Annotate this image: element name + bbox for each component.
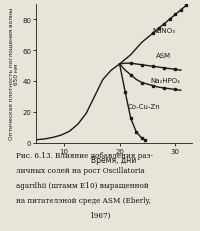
Text: 1967): 1967)	[89, 210, 111, 218]
Text: NaNO₃: NaNO₃	[152, 28, 175, 34]
Text: Co-Cu-Zn: Co-Cu-Zn	[128, 103, 161, 109]
Text: Na₂HPO₄: Na₂HPO₄	[150, 77, 180, 83]
Text: Рис. 6.13. Влияние добавления раз-: Рис. 6.13. Влияние добавления раз-	[16, 151, 153, 159]
Text: личных солей на рост Oscillatoria: личных солей на рост Oscillatoria	[16, 166, 145, 174]
X-axis label: Время, дни: Время, дни	[91, 155, 137, 164]
Text: ASM: ASM	[156, 52, 171, 58]
Y-axis label: Оптическая плотность поглощения волны
650 нм: Оптическая плотность поглощения волны 65…	[9, 8, 19, 140]
Text: agardhii (штамм E10) выращенной: agardhii (штамм E10) выращенной	[16, 181, 149, 189]
Text: на питателэной среде ASM (Eberly,: на питателэной среде ASM (Eberly,	[16, 196, 151, 204]
